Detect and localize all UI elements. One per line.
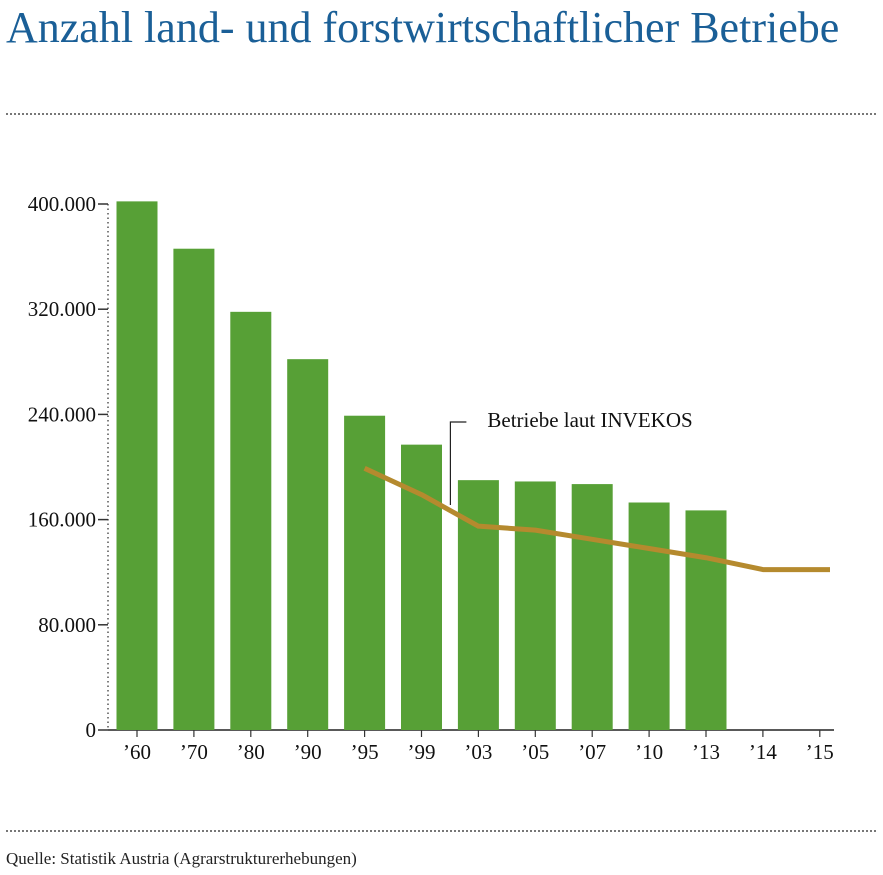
bar — [287, 359, 329, 730]
bar — [685, 510, 727, 730]
chart-title: Anzahl land- und forstwirtschaftlicher B… — [6, 3, 840, 52]
x-tick-label: ’15 — [806, 740, 834, 764]
bar — [116, 201, 158, 730]
source-note: Quelle: Statistik Austria (Agrarstruktur… — [6, 849, 357, 868]
bar — [173, 248, 215, 730]
y-tick-label: 80.000 — [38, 613, 96, 637]
bar — [344, 415, 386, 730]
bar — [230, 311, 272, 730]
bar — [571, 484, 613, 730]
y-tick-label: 400.000 — [28, 192, 96, 216]
top-divider — [6, 113, 876, 115]
x-tick-label: ’95 — [351, 740, 379, 764]
y-tick-label: 240.000 — [28, 402, 96, 426]
annotation-leader — [449, 421, 467, 505]
bars — [116, 201, 727, 730]
x-tick-label: ’80 — [237, 740, 265, 764]
invekos-line — [363, 466, 830, 573]
y-tick-label: 160.000 — [28, 508, 96, 532]
annotation: Betriebe laut INVEKOS — [449, 408, 693, 505]
bar — [514, 481, 556, 730]
bottom-divider — [6, 830, 876, 832]
y-tick-label: 320.000 — [28, 297, 96, 321]
x-tick-label: ’70 — [180, 740, 208, 764]
x-tick-label: ’90 — [294, 740, 322, 764]
x-tick-label: ’07 — [578, 740, 606, 764]
x-tick-label: ’60 — [123, 740, 151, 764]
annotation-label: Betriebe laut INVEKOS — [487, 408, 692, 432]
bar — [457, 480, 499, 730]
x-tick-label: ’10 — [635, 740, 663, 764]
x-tick-label: ’03 — [464, 740, 492, 764]
invekos-series-line — [363, 466, 830, 573]
x-tick-label: ’05 — [521, 740, 549, 764]
x-tick-label: ’99 — [408, 740, 436, 764]
x-tick-label: ’13 — [692, 740, 720, 764]
y-tick-label: 0 — [86, 718, 97, 742]
bar — [628, 502, 670, 730]
y-axis: 0 80.000 160.000 240.000 320.000 400.000 — [28, 192, 834, 742]
x-axis-labels: ’60 ’70 ’80 ’90 ’95 ’99 ’03 ’05 ’07 ’10 ’13 ’14 ’15 — [123, 730, 834, 764]
x-tick-label: ’14 — [749, 740, 777, 764]
